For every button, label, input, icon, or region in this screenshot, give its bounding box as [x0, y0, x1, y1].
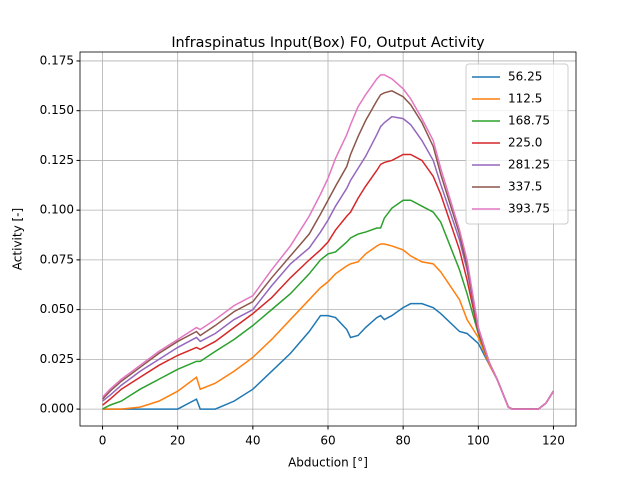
x-tick-label: 80: [396, 434, 411, 448]
legend-box: [465, 63, 569, 225]
y-tick-label: 0.125: [40, 153, 74, 167]
legend-label: 168.75: [508, 114, 550, 128]
chart-title: Infraspinatus Input(Box) F0, Output Acti…: [171, 35, 485, 51]
y-axis-label: Activity [-]: [11, 208, 25, 270]
y-tick-label: 0.050: [40, 302, 74, 316]
series-line: [102, 74, 555, 410]
y-tick-label: 0.175: [40, 53, 74, 67]
legend-label: 112.5: [508, 92, 542, 106]
x-tick-label: 20: [170, 434, 185, 448]
legend-label: 225.0: [508, 136, 542, 150]
y-tick-label: 0.150: [40, 103, 74, 117]
x-tick-label: 100: [467, 434, 490, 448]
legend-label: 393.75: [508, 202, 550, 216]
plot-frame: [79, 51, 577, 427]
legend-label: 56.25: [508, 70, 542, 84]
legend-label: 281.25: [508, 158, 550, 172]
y-tick-label: 0.000: [40, 402, 74, 416]
x-axis-label: Abduction [°]: [288, 456, 368, 470]
x-tick-label: 40: [245, 434, 260, 448]
x-tick-label: 120: [542, 434, 565, 448]
y-tick-label: 0.100: [40, 203, 74, 217]
legend-label: 337.5: [508, 180, 542, 194]
y-tick-label: 0.025: [40, 352, 74, 366]
x-tick-label: 60: [320, 434, 335, 448]
y-tick-label: 0.075: [40, 252, 74, 266]
x-tick-label: 0: [99, 434, 107, 448]
